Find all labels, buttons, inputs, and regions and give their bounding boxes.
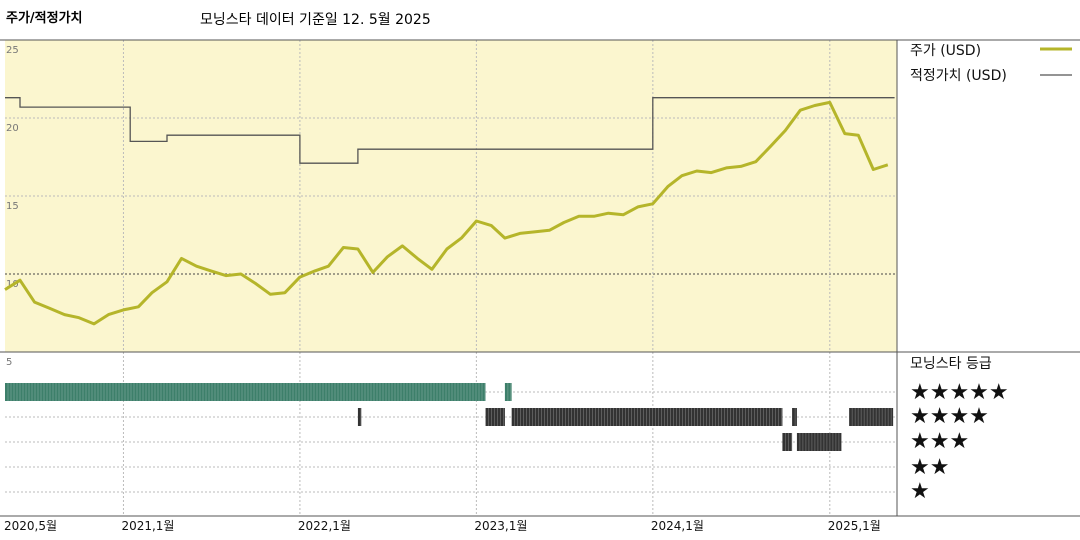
- chart-subtitle: 모닝스타 데이터 기준일 12. 5월 2025: [200, 12, 431, 28]
- rating-bar-5-star: [5, 383, 486, 401]
- price-line: [4, 100, 889, 326]
- rating-1-star: ★: [910, 479, 930, 504]
- rating-plot-background: [5, 352, 897, 516]
- y-tick-label: 15: [6, 201, 19, 212]
- legend-price-label: 주가 (USD): [910, 43, 981, 59]
- y-tick-label: 20: [6, 123, 19, 134]
- rating-5-stars: ★★★★★: [910, 380, 1009, 405]
- rating-bar-4-star: [357, 408, 362, 426]
- rating-bar-4-star: [511, 408, 783, 426]
- x-tick-label: 2023,1월: [474, 519, 527, 533]
- rating-bar-5-star: [504, 383, 512, 401]
- legend-fair-value-label: 적정가치 (USD): [910, 68, 1007, 84]
- x-tick-label: 2024,1월: [651, 519, 704, 533]
- fair-value-line: [5, 97, 895, 164]
- y-tick-label: 5: [6, 357, 12, 368]
- rating-bar-4-star: [792, 408, 797, 426]
- x-tick-label: 2021,1월: [121, 519, 174, 533]
- x-axis-ticks: 2020,5월 2021,1월 2022,1월 2023,1월 2024,1월 2025,…: [4, 519, 881, 533]
- rating-3-stars: ★★★: [910, 429, 969, 454]
- rating-bar-3-star: [782, 433, 793, 451]
- x-tick-label: 2022,1월: [298, 519, 351, 533]
- rating-bar-3-star: [796, 433, 842, 451]
- chart-title: 주가/적정가치: [6, 10, 83, 26]
- rating-history: [5, 383, 894, 451]
- rating-bar-4-star: [485, 408, 505, 426]
- rating-bar-4-star: [849, 408, 894, 426]
- rating-panel-title: 모닝스타 등급: [910, 356, 992, 372]
- x-tick-label: 2025,1월: [828, 519, 881, 533]
- rating-2-stars: ★★: [910, 455, 949, 480]
- y-tick-label: 25: [6, 45, 19, 56]
- rating-4-stars: ★★★★: [910, 404, 989, 429]
- x-tick-label: 2020,5월: [4, 519, 57, 533]
